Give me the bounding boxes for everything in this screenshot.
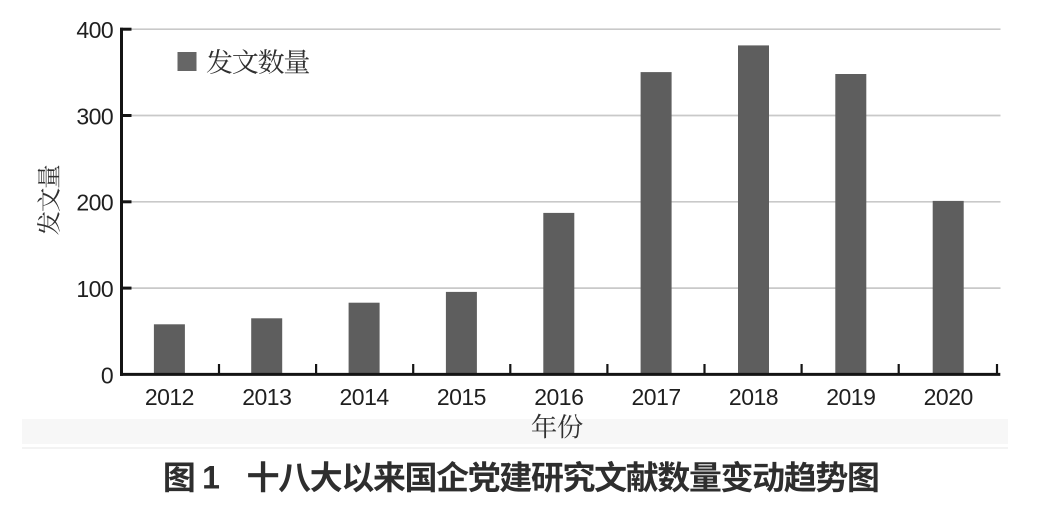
- svg-text:2020: 2020: [924, 384, 973, 410]
- svg-text:2014: 2014: [340, 384, 390, 410]
- svg-text:2012: 2012: [145, 384, 194, 410]
- svg-text:400: 400: [76, 17, 113, 43]
- svg-text:2016: 2016: [534, 384, 583, 410]
- svg-text:2019: 2019: [826, 384, 875, 410]
- svg-text:2015: 2015: [437, 384, 486, 410]
- svg-text:2018: 2018: [729, 384, 778, 410]
- svg-text:200: 200: [76, 190, 113, 216]
- svg-text:0: 0: [101, 362, 113, 388]
- svg-text:1: 1: [202, 460, 220, 496]
- svg-text:100: 100: [76, 276, 113, 302]
- svg-text:2013: 2013: [242, 384, 291, 410]
- svg-text:300: 300: [76, 103, 113, 129]
- svg-text:2017: 2017: [632, 384, 681, 410]
